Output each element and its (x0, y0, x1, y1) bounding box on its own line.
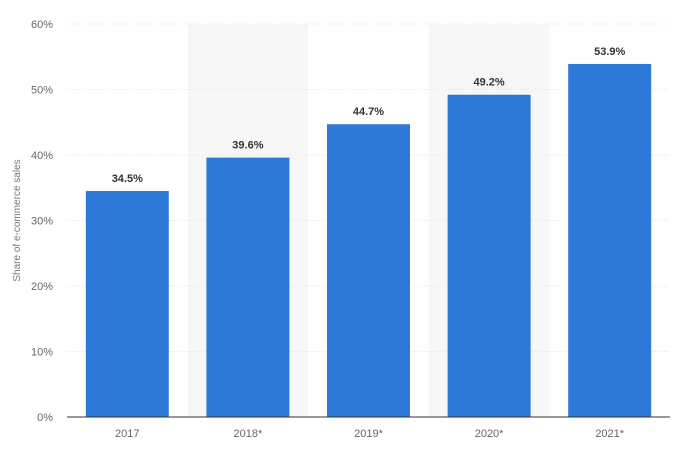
bar (568, 63, 652, 418)
x-tick-label: 2019* (354, 428, 383, 440)
data-label: 49.2% (473, 77, 504, 89)
y-tick-label: 10% (31, 347, 53, 359)
y-tick-label: 50% (31, 85, 53, 97)
data-label: 44.7% (353, 106, 384, 118)
y-tick-label: 20% (31, 281, 53, 293)
x-tick-label: 2021* (595, 428, 624, 440)
y-tick-label: 60% (31, 19, 53, 31)
y-tick-label: 40% (31, 150, 53, 162)
bars (85, 63, 652, 418)
y-tick-label: 30% (31, 216, 53, 228)
data-label: 34.5% (112, 173, 143, 185)
y-axis-title: Share of e-commerce sales (12, 159, 23, 281)
data-label: 39.6% (232, 140, 263, 152)
y-tick-label: 0% (37, 412, 53, 424)
x-tick-label: 2020* (475, 428, 504, 440)
data-label: 53.9% (594, 46, 625, 58)
bar (327, 124, 410, 417)
bar (85, 191, 169, 417)
bar (206, 157, 290, 417)
y-axis: 0% 10% 20% 30% 40% 50% 60% (31, 19, 53, 424)
bar (447, 94, 531, 418)
value-labels: 34.5% 39.6% 44.7% 49.2% 53.9% (112, 46, 626, 185)
x-axis: 2017 2018* 2019* 2020* 2021* (67, 416, 670, 440)
x-tick-label: 2018* (234, 428, 263, 440)
x-tick-label: 2017 (115, 428, 139, 440)
